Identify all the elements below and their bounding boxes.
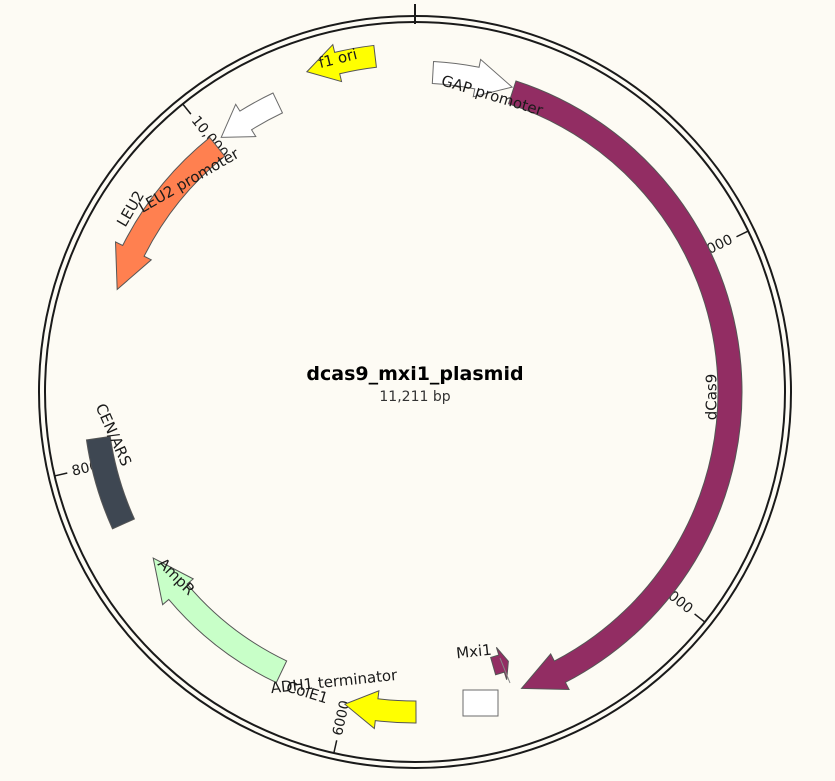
leu2-feature[interactable] — [114, 136, 226, 291]
leu2-promoter-feature[interactable] — [220, 92, 284, 138]
dcas9-feature[interactable] — [507, 80, 743, 690]
plasmid-name: dcas9_mxi1_plasmid — [306, 363, 523, 385]
tick-mark — [333, 740, 338, 754]
tick-mark — [694, 613, 706, 623]
mxi1-feature[interactable] — [490, 647, 509, 680]
mxi1-leader-line — [499, 657, 511, 684]
plasmid-backbone — [38, 4, 792, 769]
mxi1-label: Mxi1 — [455, 641, 492, 663]
plasmid-length: 11,211 bp — [379, 389, 450, 405]
tick-mark — [54, 472, 68, 477]
tick-mark — [736, 230, 749, 238]
adh1-terminator-feature[interactable] — [462, 689, 499, 717]
f1-ori-feature[interactable] — [305, 43, 377, 83]
features — [85, 43, 743, 730]
cen-ars-feature[interactable] — [85, 435, 136, 530]
tick-mark — [182, 103, 192, 115]
ampr-feature[interactable] — [152, 557, 288, 684]
cole1-feature[interactable] — [343, 690, 417, 730]
gap-promoter-feature[interactable] — [431, 58, 514, 98]
tick-label: 6000 — [330, 699, 353, 737]
dcas9-label: dCas9 — [703, 374, 721, 421]
